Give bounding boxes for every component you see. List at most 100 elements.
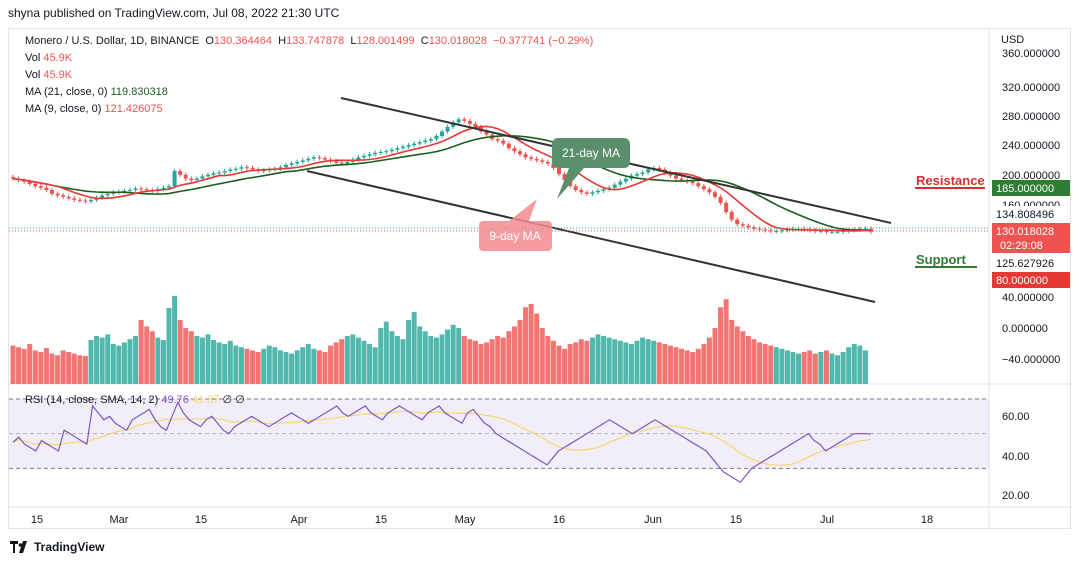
volume-bar	[311, 348, 317, 384]
volume-bar	[578, 339, 584, 384]
ma9-value: 121.426075	[104, 103, 163, 115]
candle-body	[61, 195, 66, 197]
volume-bar	[784, 350, 790, 384]
volume-bar	[222, 344, 228, 384]
lower-trendline	[306, 170, 876, 303]
high-value: 133.747878	[286, 35, 345, 47]
volume-bar	[422, 331, 428, 384]
volume-bar	[350, 334, 356, 384]
vol2-label: Vol	[25, 69, 41, 81]
time-tick-label: May	[455, 514, 476, 526]
candle-body	[518, 151, 522, 155]
candle-body	[217, 172, 222, 174]
volume-bar	[389, 331, 395, 384]
candle-body	[590, 192, 595, 194]
volume-bar	[166, 308, 172, 384]
volume-bar	[355, 337, 361, 384]
volume-bar	[16, 347, 22, 384]
candle-body	[640, 172, 645, 175]
rsi-line	[12, 401, 872, 483]
volume-bar	[32, 350, 38, 384]
volume-bar	[110, 344, 116, 384]
symbol-label: Monero / U.S. Dollar, 1D, BINANCE	[25, 35, 200, 47]
volume-bar	[762, 344, 768, 384]
volume-bar	[601, 336, 607, 384]
candle-body	[89, 199, 93, 202]
close-value: 130.018028	[428, 35, 487, 47]
volume-bar	[55, 355, 61, 384]
candle-body	[323, 158, 327, 160]
price-tick-label: 240.000000	[1002, 140, 1060, 152]
time-tick-label: 15	[375, 514, 387, 526]
candle-body	[44, 187, 49, 190]
volume-bar	[556, 345, 562, 384]
rsi-na1: ∅	[222, 394, 233, 406]
volume-bar	[133, 336, 139, 384]
ma21-legend: MA (21, close, 0) 119.830318	[25, 86, 168, 98]
price-tick-label: 360.000000	[1002, 48, 1060, 60]
volume-bar	[339, 339, 345, 384]
volume-bar	[801, 352, 807, 384]
ma9-callout-box	[479, 221, 552, 251]
volume-bar	[71, 353, 77, 384]
candle-body	[523, 154, 528, 158]
volume-bar	[623, 342, 629, 384]
rsi-tick-label: 60.00	[1002, 411, 1030, 423]
volume-bar	[835, 355, 841, 384]
candle-body	[161, 187, 166, 190]
volume-bar	[322, 352, 328, 384]
change-value: −0.377741 (−0.29%)	[492, 35, 594, 47]
candle-body	[428, 139, 433, 141]
candle-body	[584, 192, 589, 194]
candle-body	[373, 152, 378, 155]
candle-body	[317, 157, 322, 159]
volume-bar	[701, 344, 707, 384]
volume-bar	[773, 347, 779, 384]
volume-bar	[723, 299, 729, 384]
candle-body	[144, 189, 149, 191]
candle-body	[746, 225, 751, 228]
volume-bar	[779, 348, 785, 384]
volume-bar	[478, 344, 484, 384]
high-label: H	[278, 35, 287, 47]
support-tag-bg	[992, 272, 1070, 288]
candle-body	[674, 175, 678, 179]
candle-body	[66, 196, 71, 199]
volume-bar	[49, 353, 55, 384]
volume-bar	[751, 339, 757, 384]
volume-bar	[127, 339, 133, 384]
candle-body	[573, 186, 578, 190]
volume-bar	[846, 347, 852, 384]
volume-bar	[567, 344, 573, 384]
volume-bar	[757, 342, 763, 384]
volume-bar	[261, 348, 267, 384]
vol1-legend: Vol 45.9K	[25, 52, 72, 64]
volume-bar	[450, 324, 456, 384]
volume-bar	[684, 350, 690, 384]
volume-bar	[472, 340, 478, 384]
volume-bar	[344, 336, 350, 384]
volume-bar	[818, 352, 824, 384]
volume-bar	[417, 326, 423, 384]
candle-body	[206, 174, 210, 177]
volume-bar	[807, 350, 813, 384]
volume-bar	[316, 350, 322, 384]
volume-bar	[595, 334, 601, 384]
volume-bar	[277, 350, 283, 384]
candle-body	[729, 212, 734, 220]
chart-frame: USD 360.000000 320.000000 280.000000 240.000…	[8, 28, 1072, 530]
volume-bar	[188, 331, 194, 384]
volume-bar	[160, 340, 166, 384]
close-label: C	[420, 35, 429, 47]
current-tag-bg	[992, 223, 1070, 253]
volume-bar	[394, 336, 400, 384]
candle-body	[779, 230, 784, 232]
candle-body	[529, 157, 534, 159]
time-tick-label: 15	[31, 514, 43, 526]
candle-body	[239, 167, 244, 169]
candle-body	[740, 224, 745, 226]
volume-bar	[211, 340, 217, 384]
volume-bar	[194, 336, 200, 384]
volume-bar	[138, 320, 144, 384]
footer-brand[interactable]: TradingView	[10, 540, 104, 554]
